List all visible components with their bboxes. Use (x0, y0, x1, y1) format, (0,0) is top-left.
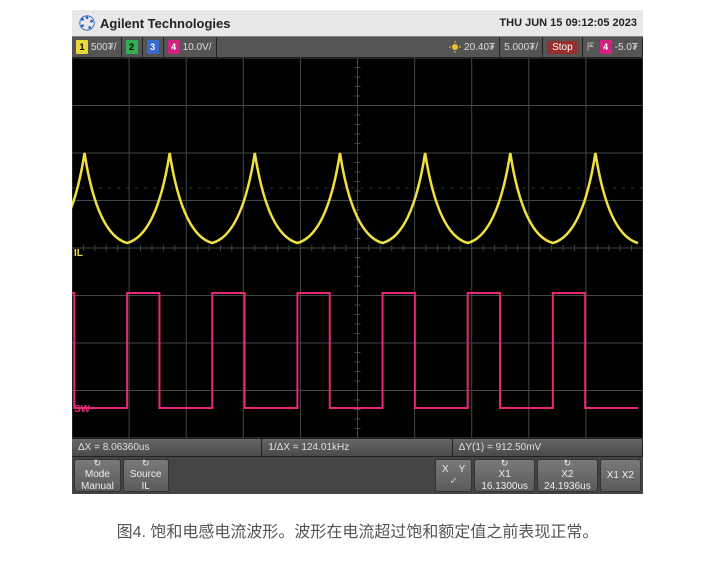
x1x2-button[interactable]: X1 X2 (600, 459, 641, 492)
figure-caption: 图4. 饱和电感电流波形。波形在电流超过饱和额定值之前表现正常。 (0, 494, 715, 542)
softkey-bar: ↻ Mode Manual ↻ Source IL X Y ✓ ↻ X1 16.… (72, 456, 643, 494)
trig-value: -5.0₮ (615, 42, 638, 53)
brand-text: Agilent Technologies (100, 16, 231, 31)
x1-label-top: X1 (499, 469, 511, 481)
ch4-segment[interactable]: 4 10.0V/ (164, 37, 217, 57)
rotate-icon: ↻ (501, 458, 509, 469)
ch4-value: 10.0V/ (183, 42, 212, 53)
meas-deltay: ΔY(1) = 912.50mV (453, 439, 643, 456)
trig-badge: 4 (600, 40, 612, 54)
timebase-segment[interactable]: 20.40₮ (445, 37, 500, 57)
source-button[interactable]: ↻ Source IL (123, 459, 169, 492)
ch1-badge: 1 (76, 40, 88, 54)
ch2-segment[interactable]: 2 (122, 37, 143, 57)
time2-value: 5.000₮/ (504, 42, 538, 53)
x2-label-bot: 24.1936us (544, 481, 591, 493)
ch1-segment[interactable]: 1 500₮/ (72, 37, 122, 57)
x1x2-label: X1 X2 (607, 470, 634, 482)
brand: Agilent Technologies (78, 14, 231, 32)
timestamp: THU JUN 15 09:12:05 2023 (499, 17, 637, 29)
waveforms (72, 58, 643, 438)
measurement-bar: ΔX = 8.06360us 1/ΔX = 124.01kHz ΔY(1) = … (72, 438, 643, 456)
x1-label-bot: 16.1300us (481, 481, 528, 493)
trigger-segment[interactable]: 4 -5.0₮ (583, 37, 643, 57)
time1-value: 20.40₮ (464, 42, 495, 53)
ch1-value: 500₮/ (91, 42, 117, 53)
ch3-badge: 3 (147, 40, 159, 54)
trace-label-sw: SW (72, 404, 92, 415)
check-icon: ✓ (449, 476, 457, 488)
waveform-display: IL SW (72, 58, 643, 438)
trigger-edge-icon (587, 41, 597, 53)
source-label-top: Source (130, 469, 162, 481)
source-label-bot: IL (141, 481, 149, 493)
ch4-badge: 4 (168, 40, 180, 54)
y-label: Y (459, 464, 466, 476)
rotate-icon: ↻ (142, 458, 150, 469)
rotate-icon: ↻ (94, 458, 102, 469)
x-label: X (442, 464, 449, 476)
x2-label-top: X2 (561, 469, 573, 481)
rotate-icon: ↻ (564, 458, 572, 469)
channel-bar: 1 500₮/ 2 3 4 10.0V/ 20.40₮ 5.000₮/ Stop… (72, 36, 643, 58)
scope-header: Agilent Technologies THU JUN 15 09:12:05… (72, 10, 643, 36)
oscilloscope-window: Agilent Technologies THU JUN 15 09:12:05… (72, 10, 643, 494)
trace-label-il: IL (72, 248, 85, 259)
x2-button[interactable]: ↻ X2 24.1936us (537, 459, 598, 492)
meas-deltax: ΔX = 8.06360us (72, 439, 262, 456)
timediv-segment[interactable]: 5.000₮/ (500, 37, 543, 57)
intensity-icon (449, 41, 461, 53)
mode-button[interactable]: ↻ Mode Manual (74, 459, 121, 492)
ch3-segment[interactable]: 3 (143, 37, 164, 57)
x1-button[interactable]: ↻ X1 16.1300us (474, 459, 535, 492)
run-status: Stop (547, 41, 578, 54)
run-segment[interactable]: Stop (543, 37, 583, 57)
xy-button[interactable]: X Y ✓ (435, 459, 472, 492)
ch2-badge: 2 (126, 40, 138, 54)
mode-label-bot: Manual (81, 481, 114, 493)
mode-label-top: Mode (85, 469, 110, 481)
agilent-logo-icon (78, 14, 96, 32)
meas-freq: 1/ΔX = 124.01kHz (262, 439, 452, 456)
